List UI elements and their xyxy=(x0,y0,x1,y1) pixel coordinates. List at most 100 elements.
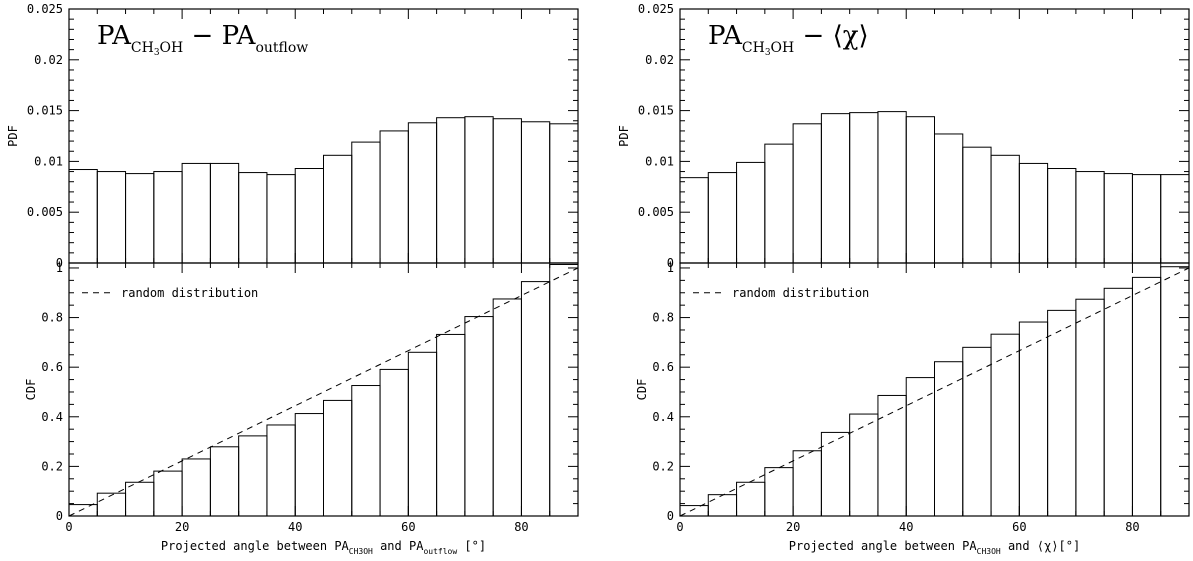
cdf-bar xyxy=(962,346,992,517)
x-tick-label: 20 xyxy=(175,520,189,534)
cdf-bar xyxy=(1018,321,1049,517)
pdf-bar xyxy=(549,123,579,264)
pdf-bar xyxy=(96,171,127,264)
pdf-y-tick-label: 0.025 xyxy=(27,2,63,16)
pdf-bar xyxy=(153,171,183,264)
cdf-y-tick-label: 0.4 xyxy=(652,410,674,424)
pdf-bar xyxy=(1103,173,1133,264)
cdf-bar xyxy=(323,399,353,517)
cdf-y-tick-label: 1 xyxy=(667,261,674,275)
pdf-bar xyxy=(436,117,466,264)
cdf-bar xyxy=(549,263,579,517)
pdf-bar xyxy=(323,154,353,264)
x-tick-label: 20 xyxy=(786,520,800,534)
pdf-bar xyxy=(934,133,964,264)
chart-panel-right: random distribution 0 20 40 60 80 0 0.005 0.01 0.… xyxy=(617,2,1190,556)
legend-label: random distribution xyxy=(121,286,258,300)
cdf-bar xyxy=(1075,298,1105,517)
pdf-bar xyxy=(492,118,522,264)
pdf-bar xyxy=(1075,171,1105,264)
pdf-bar xyxy=(990,154,1020,264)
x-tick-label: 60 xyxy=(1012,520,1026,534)
cdf-y-tick-label: 0.2 xyxy=(41,459,63,473)
cdf-bar xyxy=(1131,276,1162,517)
x-tick-label: 0 xyxy=(65,520,72,534)
cdf-bar xyxy=(990,333,1020,517)
cdf-bar xyxy=(181,458,211,517)
pdf-bar xyxy=(209,162,240,264)
x-tick-label: 80 xyxy=(514,520,528,534)
panel-title: PACH3OH − PAoutflow xyxy=(97,21,308,58)
cdf-bar xyxy=(266,424,296,517)
pdf-bar xyxy=(679,177,709,264)
pdf-y-axis-label: PDF xyxy=(617,125,631,147)
cdf-y-tick-label: 0.8 xyxy=(652,311,674,325)
cdf-bar xyxy=(96,492,127,517)
pdf-bar xyxy=(464,116,494,264)
pdf-bar xyxy=(1160,174,1190,264)
cdf-bar xyxy=(464,316,494,517)
pdf-bar xyxy=(905,116,936,264)
cdf-bar xyxy=(407,351,438,517)
pdf-bar xyxy=(849,112,879,264)
cdf-bar xyxy=(1103,287,1133,517)
x-axis-label: Projected angle between PACH3OH and PAou… xyxy=(161,539,486,556)
cdf-bar xyxy=(125,481,155,517)
cdf-bar xyxy=(492,298,522,517)
pdf-y-tick-label: 0.005 xyxy=(638,205,674,219)
cdf-bar xyxy=(294,413,325,517)
chart-panel-left: random distribution 0 20 40 60 80 0 0.005 0.01 0.… xyxy=(6,2,579,556)
pdf-y-tick-label: 0.005 xyxy=(27,205,63,219)
x-tick-label: 40 xyxy=(899,520,913,534)
pdf-bar xyxy=(736,161,766,264)
cdf-y-tick-label: 0.6 xyxy=(41,360,63,374)
cdf-y-axis-label: CDF xyxy=(635,379,649,401)
cdf-bar xyxy=(764,467,794,517)
pdf-y-tick-label: 0 xyxy=(56,256,63,270)
cdf-bar xyxy=(436,333,466,517)
cdf-bar xyxy=(707,494,738,517)
pdf-bar xyxy=(125,173,155,264)
pdf-bar xyxy=(520,121,551,264)
pdf-bar xyxy=(792,123,822,264)
cdf-bar xyxy=(820,431,851,517)
cdf-bar xyxy=(153,470,183,517)
pdf-bar xyxy=(764,143,794,264)
pdf-y-tick-label: 0.015 xyxy=(638,104,674,118)
cdf-bar xyxy=(849,413,879,517)
pdf-bar xyxy=(294,168,325,264)
pdf-bar xyxy=(351,141,381,264)
x-axis-label: Projected angle between PACH3OH and ⟨χ⟩[… xyxy=(789,539,1080,556)
cdf-y-tick-label: 0.4 xyxy=(41,410,63,424)
cdf-bar xyxy=(1047,309,1077,517)
pdf-y-tick-label: 0.01 xyxy=(34,154,63,168)
pdf-bar xyxy=(266,174,296,264)
cdf-y-tick-label: 0 xyxy=(56,509,63,523)
pdf-bar xyxy=(962,146,992,264)
legend-label: random distribution xyxy=(732,286,869,300)
pdf-y-tick-label: 0.01 xyxy=(645,154,674,168)
pdf-bar xyxy=(1047,168,1077,264)
pdf-y-tick-label: 0.025 xyxy=(638,2,674,16)
pdf-bar xyxy=(68,169,98,264)
pdf-y-tick-label: 0.015 xyxy=(27,104,63,118)
pdf-bar xyxy=(707,172,738,264)
cdf-bar xyxy=(736,481,766,517)
cdf-bar xyxy=(351,385,381,517)
pdf-bar xyxy=(1018,162,1049,264)
cdf-y-axis-label: CDF xyxy=(24,379,38,401)
pdf-bar xyxy=(379,130,409,264)
cdf-y-tick-label: 0.2 xyxy=(652,459,674,473)
cdf-bar xyxy=(877,394,907,517)
cdf-bar xyxy=(520,281,551,517)
x-tick-label: 0 xyxy=(676,520,683,534)
cdf-bar xyxy=(238,435,268,517)
cdf-y-tick-label: 1 xyxy=(56,261,63,275)
x-tick-label: 40 xyxy=(288,520,302,534)
pdf-y-tick-label: 0 xyxy=(667,256,674,270)
x-tick-label: 60 xyxy=(401,520,415,534)
pdf-y-tick-label: 0.02 xyxy=(34,53,63,67)
pdf-bar xyxy=(1131,174,1162,264)
pdf-bar xyxy=(181,162,211,264)
